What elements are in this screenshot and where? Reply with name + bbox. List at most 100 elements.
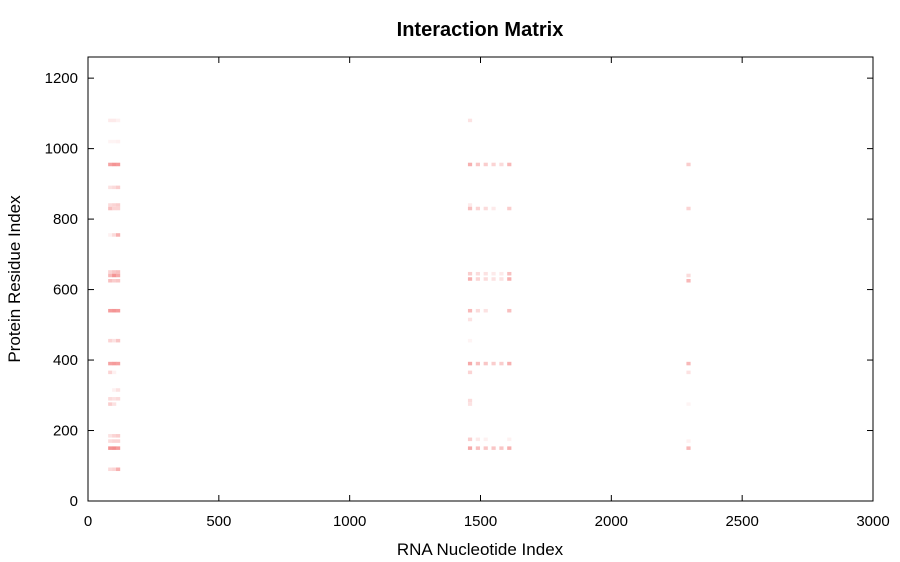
heatmap-cell [686, 361, 691, 366]
heatmap-cell [108, 467, 113, 472]
heatmap-cell [116, 338, 121, 343]
heatmap-cell [112, 279, 117, 283]
x-tick-label: 500 [206, 513, 231, 530]
heatmap-cell [475, 437, 480, 442]
heatmap-cell [491, 162, 496, 167]
heatmap-cell [467, 361, 473, 366]
heatmap-cell [112, 270, 117, 274]
heatmap-cell [116, 162, 121, 167]
heatmap-cell [112, 233, 117, 237]
heatmap-cell [483, 361, 488, 366]
heatmap-cell [116, 270, 121, 274]
heatmap-cell [112, 467, 117, 472]
heatmap-cells [108, 118, 691, 472]
heatmap-cell [467, 308, 473, 313]
heatmap-cell [467, 118, 473, 123]
heatmap-cell [116, 206, 121, 211]
heatmap-cell [112, 388, 117, 392]
heatmap-cell [112, 439, 117, 443]
heatmap-cell [475, 271, 480, 276]
heatmap-cell [467, 338, 473, 343]
y-axis-label: Protein Residue Index [5, 195, 24, 363]
heatmap-cell [108, 273, 113, 278]
heatmap-cell [491, 277, 496, 281]
y-tick-label: 200 [53, 423, 78, 440]
heatmap-cell [112, 273, 117, 278]
heatmap-cell [467, 402, 473, 406]
heatmap-cell [483, 162, 488, 167]
heatmap-cell [507, 162, 512, 167]
heatmap-cell [108, 397, 113, 401]
heatmap-cell [108, 338, 113, 343]
heatmap-cell [116, 446, 121, 450]
heatmap-cell [112, 162, 117, 167]
heatmap-cell [467, 446, 473, 450]
heatmap-cell [112, 206, 117, 211]
heatmap-cell [467, 437, 473, 442]
heatmap-cell [507, 206, 512, 211]
heatmap-cell [112, 434, 117, 438]
heatmap-cell [108, 270, 113, 274]
heatmap-cell [491, 271, 496, 276]
x-tick-label: 2000 [595, 513, 628, 530]
heatmap-cell [108, 233, 113, 237]
x-axis-label: RNA Nucleotide Index [397, 540, 564, 559]
heatmap-cell [499, 271, 504, 276]
heatmap-cell [507, 437, 512, 442]
y-tick-label: 600 [53, 282, 78, 299]
plot-frame [87, 56, 874, 502]
heatmap-cell [491, 361, 496, 366]
heatmap-cell [108, 185, 113, 190]
heatmap-cell [467, 203, 473, 207]
heatmap-cell [686, 370, 691, 375]
heatmap-cell [686, 273, 691, 278]
heatmap-cell [499, 361, 504, 366]
heatmap-cell [108, 361, 113, 366]
heatmap-cell [116, 279, 121, 283]
heatmap-cell [108, 370, 113, 375]
heatmap-cell [112, 446, 117, 450]
x-tick-label: 1500 [464, 513, 497, 530]
heatmap-cell [507, 271, 512, 276]
heatmap-cell [467, 398, 473, 403]
heatmap-cell [116, 185, 121, 190]
heatmap-cell [475, 206, 480, 211]
heatmap-cell [116, 139, 121, 144]
heatmap-cell [116, 434, 121, 438]
heatmap-cell [112, 370, 117, 375]
heatmap-cell [116, 397, 121, 401]
heatmap-cell [507, 361, 512, 366]
x-tick-label: 3000 [856, 513, 889, 530]
heatmap-cell [112, 397, 117, 401]
heatmap-cell [467, 277, 473, 281]
heatmap-cell [116, 361, 121, 366]
x-tick-label: 1000 [333, 513, 366, 530]
heatmap-cell [112, 402, 117, 406]
heatmap-cell [475, 308, 480, 313]
heatmap-cell [475, 361, 480, 366]
heatmap-cell [483, 277, 488, 281]
heatmap-cell [116, 308, 121, 313]
heatmap-cell [499, 446, 504, 450]
heatmap-cell [475, 162, 480, 167]
heatmap-cell [475, 446, 480, 450]
heatmap-cell [686, 279, 691, 283]
heatmap-cell [483, 271, 488, 276]
heatmap-cell [112, 308, 117, 313]
heatmap-cell [116, 388, 121, 392]
chart-title: Interaction Matrix [397, 19, 564, 41]
heatmap-cell [108, 203, 113, 207]
heatmap-cell [108, 308, 113, 313]
heatmap-cell [116, 467, 121, 472]
heatmap-cell [686, 206, 691, 211]
heatmap-cell [108, 206, 113, 211]
heatmap-cell [108, 162, 113, 167]
heatmap-cell [475, 277, 480, 281]
heatmap-cell [499, 162, 504, 167]
heatmap-cell [491, 206, 496, 211]
heatmap-cell [112, 139, 117, 144]
y-tick-label: 1000 [45, 141, 78, 158]
heatmap-cell [116, 203, 121, 207]
heatmap-cell [499, 277, 504, 281]
heatmap-cell [507, 446, 512, 450]
